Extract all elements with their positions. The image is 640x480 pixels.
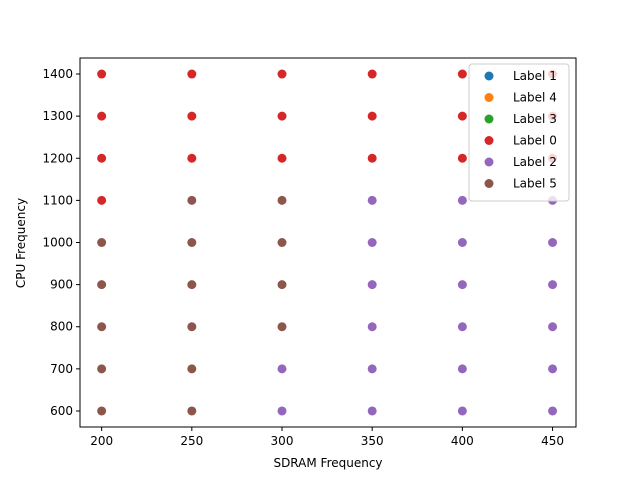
point-s4-13 — [457, 195, 467, 205]
y-tick-label-0: 600 — [50, 404, 73, 418]
point-s5-0 — [97, 406, 107, 416]
point-s5-2 — [97, 322, 107, 332]
point-s3-9 — [277, 69, 287, 79]
point-s4-11 — [457, 280, 467, 290]
point-s3-13 — [457, 153, 467, 163]
point-s5-11 — [277, 322, 287, 332]
point-s5-12 — [277, 280, 287, 290]
y-tick-label-4: 1000 — [42, 236, 73, 250]
point-s3-12 — [367, 69, 377, 79]
point-s3-1 — [97, 153, 107, 163]
point-s4-15 — [548, 364, 558, 374]
x-axis-label: SDRAM Frequency — [273, 456, 382, 470]
legend-label-2: Label 3 — [513, 112, 557, 126]
point-s5-13 — [277, 238, 287, 247]
x-axis-ticks: 200 250 300 350 400 450 — [90, 427, 564, 448]
point-s3-8 — [277, 111, 287, 121]
point-s4-6 — [367, 238, 377, 247]
point-s4-8 — [457, 406, 467, 416]
point-s3-7 — [277, 153, 287, 163]
point-s4-4 — [367, 322, 377, 332]
point-s4-3 — [367, 364, 377, 374]
x-tick-label-2: 300 — [271, 434, 294, 448]
y-axis-ticks: 600 700 800 900 1000 1100 1200 1300 1400 — [42, 67, 80, 418]
point-s3-3 — [97, 69, 107, 79]
y-axis-label: CPU Frequency — [14, 198, 28, 288]
point-s3-2 — [97, 111, 107, 121]
legend-label-4: Label 2 — [513, 155, 557, 169]
legend-marker-5 — [484, 179, 494, 188]
point-s4-16 — [548, 322, 558, 332]
legend: Label 1 Label 4 Label 3 Label 0 Label 2 Label… — [468, 63, 570, 202]
point-s5-3 — [97, 280, 107, 290]
legend-label-1: Label 4 — [513, 91, 557, 105]
point-s4-12 — [457, 238, 467, 247]
point-s3-6 — [187, 69, 197, 79]
point-s4-14 — [548, 406, 558, 416]
point-s5-1 — [97, 364, 107, 374]
point-s5-5 — [187, 406, 197, 416]
plot-marks — [97, 69, 558, 416]
point-s5-8 — [187, 280, 197, 290]
point-s5-7 — [187, 322, 197, 332]
point-s4-0 — [277, 406, 287, 416]
y-tick-label-2: 800 — [50, 320, 73, 334]
point-s5-14 — [277, 195, 287, 205]
x-tick-label-3: 350 — [361, 434, 384, 448]
x-tick-label-1: 250 — [180, 434, 203, 448]
point-s3-14 — [457, 111, 467, 121]
legend-label-5: Label 5 — [513, 177, 557, 191]
y-tick-label-8: 1400 — [42, 67, 73, 81]
point-s4-7 — [367, 195, 377, 205]
point-s3-10 — [367, 153, 377, 163]
point-s4-9 — [457, 364, 467, 374]
legend-marker-4 — [484, 157, 494, 167]
x-tick-label-5: 450 — [541, 434, 564, 448]
legend-marker-1 — [484, 93, 494, 102]
point-s4-10 — [457, 322, 467, 332]
legend-label-0: Label 1 — [513, 69, 557, 83]
point-s3-5 — [187, 111, 197, 121]
y-tick-label-5: 1100 — [42, 193, 73, 207]
point-s5-10 — [187, 195, 197, 205]
x-tick-label-4: 400 — [451, 434, 474, 448]
legend-box — [468, 63, 570, 202]
point-s4-17 — [548, 280, 558, 290]
point-s3-11 — [367, 111, 377, 121]
point-s3-15 — [457, 69, 467, 79]
point-s3-0 — [97, 195, 107, 205]
point-s4-5 — [367, 280, 377, 290]
y-tick-label-3: 900 — [50, 278, 73, 292]
point-s3-4 — [187, 153, 197, 163]
legend-marker-2 — [484, 114, 494, 124]
point-s4-1 — [277, 364, 287, 374]
y-tick-label-7: 1300 — [42, 109, 73, 123]
legend-marker-0 — [484, 71, 494, 81]
point-s5-9 — [187, 238, 197, 247]
legend-label-3: Label 0 — [513, 134, 557, 148]
x-tick-label-0: 200 — [90, 434, 113, 448]
y-tick-label-6: 1200 — [42, 151, 73, 165]
point-s5-6 — [187, 364, 197, 374]
point-s4-18 — [548, 238, 558, 247]
point-s4-2 — [367, 406, 377, 416]
y-tick-label-1: 700 — [50, 362, 73, 376]
legend-marker-3 — [484, 136, 494, 145]
point-s5-4 — [97, 238, 107, 247]
